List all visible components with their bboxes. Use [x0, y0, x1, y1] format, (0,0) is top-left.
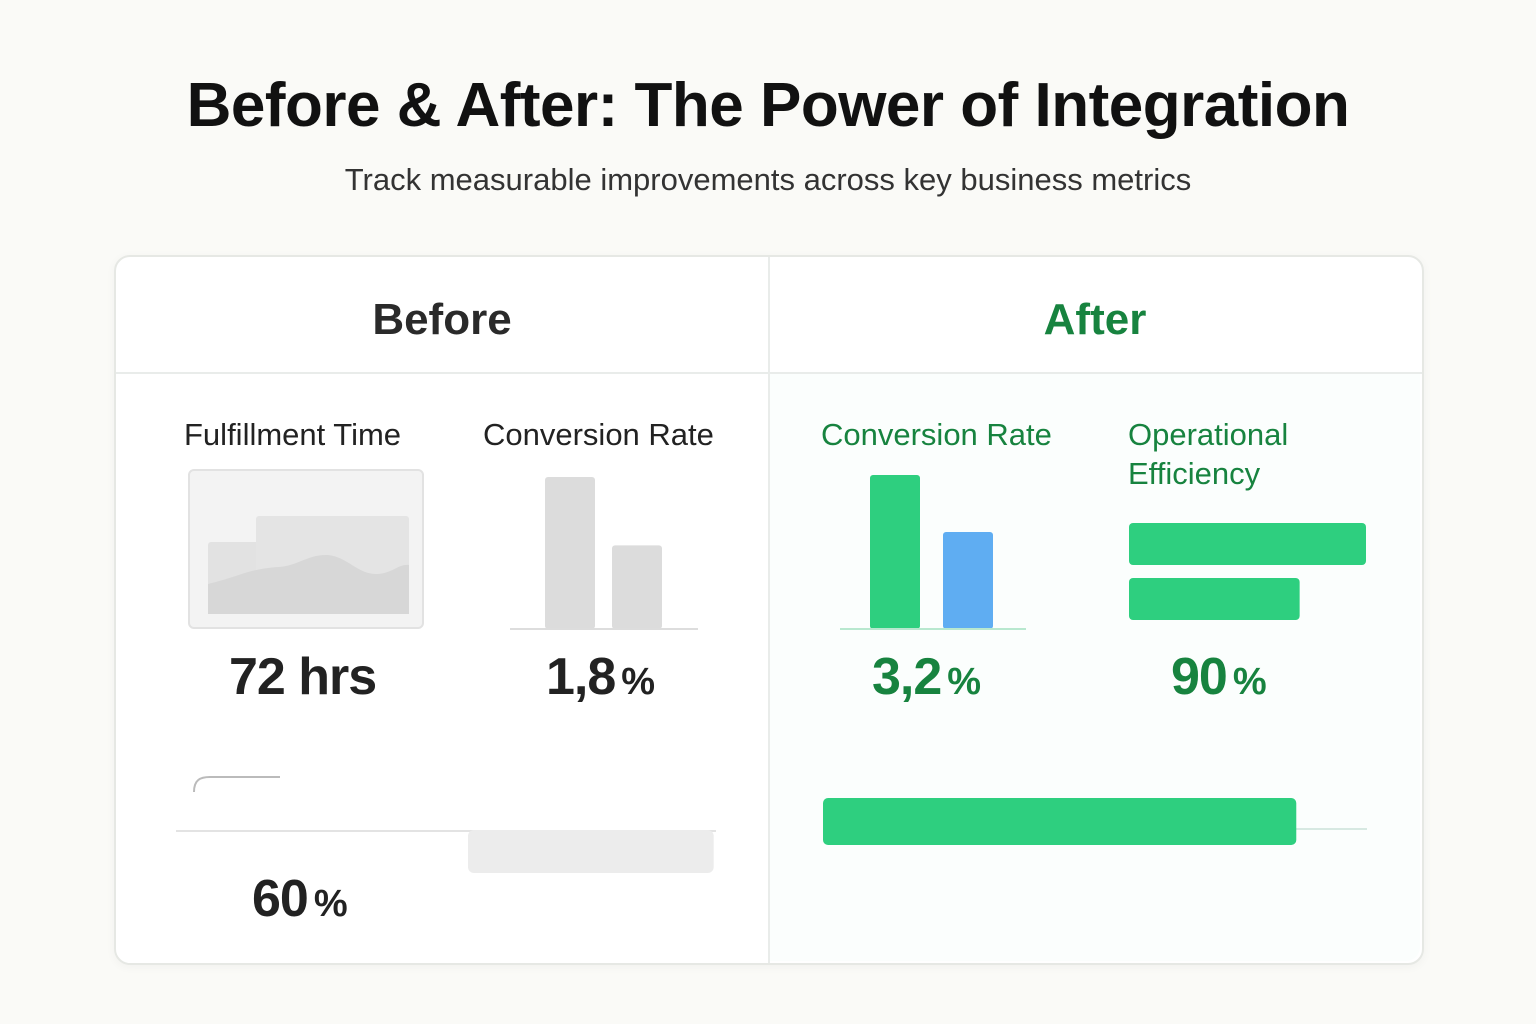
after-conversion-unit: % [947, 661, 982, 703]
after-conversion-bar-chart [840, 475, 1026, 630]
sparkline-path [193, 776, 280, 793]
before-bottom-number: 60 [252, 870, 309, 928]
comparison-card: Before After Fulfillment Time 72 hrs Con… [114, 255, 1424, 965]
before-bottom-line [176, 830, 716, 832]
operational-efficiency-unit: % [1232, 661, 1267, 703]
before-small-sparkline [193, 776, 280, 793]
before-conversion-number: 1,8 [546, 648, 616, 706]
before-progress-fill [468, 830, 714, 873]
fulfillment-area-chart [188, 469, 424, 629]
fulfillment-time-value: 72 hrs [229, 648, 377, 706]
bar-2 [943, 531, 993, 629]
before-conversion-bar-chart [510, 477, 698, 630]
after-conversion-number: 3,2 [872, 648, 942, 706]
after-conversion-value: 3,2% [872, 647, 981, 707]
operational-efficiency-bar-chart [1129, 523, 1366, 620]
fulfillment-time-label: Fulfillment Time [184, 417, 402, 452]
bar-1 [545, 477, 595, 629]
efficiency-bar-1 [1129, 523, 1366, 565]
operational-efficiency-number: 90 [1171, 648, 1228, 706]
area-chart-wave [208, 554, 409, 614]
operational-efficiency-label: Operational Efficiency [1128, 417, 1289, 491]
before-bottom-value: 60% [252, 869, 348, 929]
bar-2 [612, 545, 662, 629]
header-divider [116, 372, 1422, 374]
before-progress-bar [468, 830, 714, 873]
after-progress-bar [823, 798, 1367, 845]
operational-efficiency-value: 90% [1171, 647, 1267, 707]
before-conversion-value: 1,8% [546, 647, 655, 707]
before-bottom-unit: % [313, 883, 348, 925]
before-heading: Before [372, 295, 512, 344]
column-divider [768, 257, 770, 963]
before-conversion-label: Conversion Rate [483, 417, 714, 452]
page-subtitle: Track measurable improvements across key… [344, 162, 1192, 197]
after-heading: After [1043, 295, 1147, 344]
bar-1 [870, 475, 920, 629]
after-panel [770, 374, 1420, 961]
after-conversion-label: Conversion Rate [821, 417, 1052, 452]
after-progress-fill [823, 798, 1297, 845]
page-title: Before & After: The Power of Integration [186, 71, 1350, 140]
efficiency-bar-2 [1129, 578, 1300, 620]
before-conversion-unit: % [621, 661, 656, 703]
